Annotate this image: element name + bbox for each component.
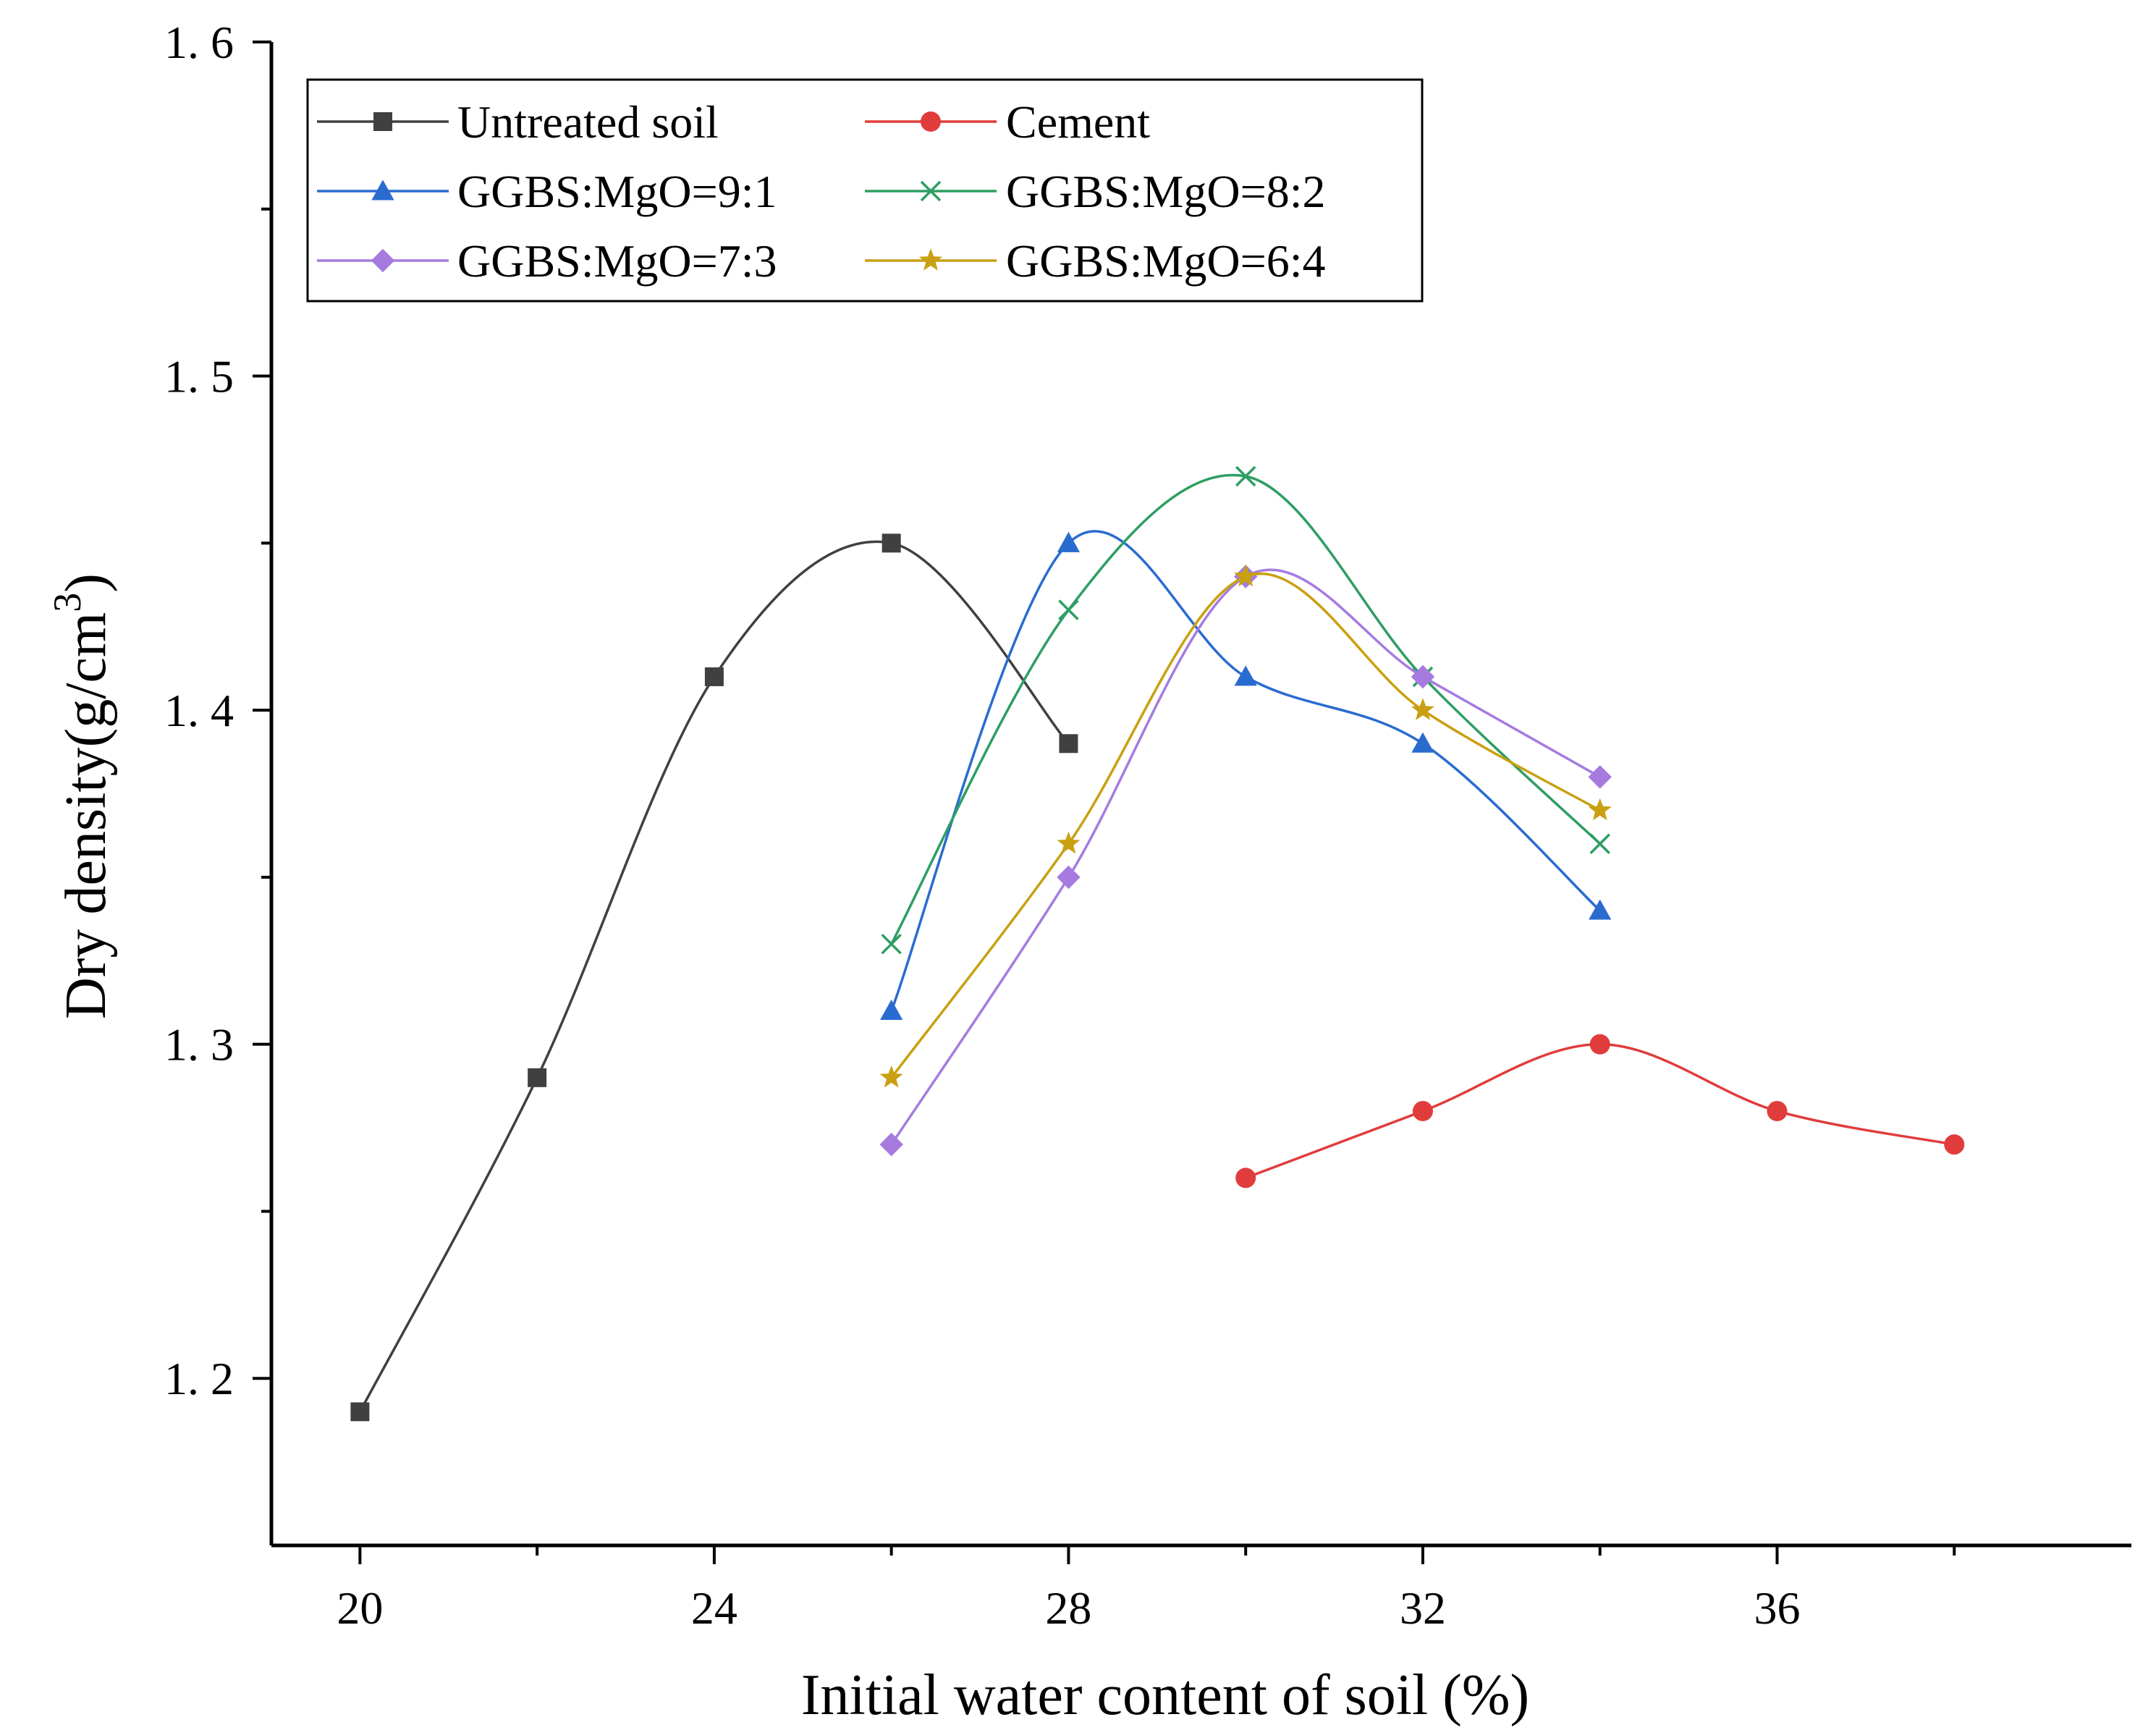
x-tick-label: 36 xyxy=(1754,1582,1800,1634)
data-point xyxy=(1235,1168,1256,1189)
data-point xyxy=(350,1402,370,1422)
legend-marker xyxy=(373,112,392,131)
legend-marker xyxy=(920,180,942,202)
series-line xyxy=(890,568,1601,1146)
y-axis-label: Dry density(g/cm3) xyxy=(46,573,118,1019)
legend-marker xyxy=(371,180,394,201)
y-axis-label-close: ) xyxy=(54,573,118,593)
legend-label: GGBS:MgO=9:1 xyxy=(457,166,777,217)
series-line xyxy=(358,540,1070,1413)
x-axis-label: Initial water content of soil (%) xyxy=(801,1663,1529,1727)
series-ggbs-mgo-8-2 xyxy=(881,465,1610,955)
y-tick-label: 1. 4 xyxy=(164,685,234,736)
data-point xyxy=(1059,734,1078,754)
series-line xyxy=(890,473,1601,945)
data-point xyxy=(879,1065,903,1088)
series-line xyxy=(1245,1042,1955,1179)
data-point xyxy=(1944,1134,1965,1155)
data-point xyxy=(1057,831,1081,854)
y-tick-label: 1. 2 xyxy=(164,1353,234,1404)
series-untreated-soil xyxy=(350,533,1078,1422)
data-point xyxy=(528,1068,547,1087)
legend-marker xyxy=(918,248,943,271)
data-point xyxy=(1057,531,1081,552)
y-axis-label-main: Dry density(g/cm xyxy=(54,612,118,1019)
series-ggbs-mgo-9-1 xyxy=(880,530,1612,1020)
series-line xyxy=(890,530,1601,1012)
x-tick-label: 32 xyxy=(1400,1582,1446,1634)
legend-item: GGBS:MgO=8:2 xyxy=(865,166,1326,217)
series-ggbs-mgo-7-3 xyxy=(879,565,1612,1157)
data-point xyxy=(1411,732,1434,753)
data-point xyxy=(1058,599,1079,620)
data-point xyxy=(882,533,901,553)
legend-label: GGBS:MgO=6:4 xyxy=(1006,235,1326,287)
legend-item: GGBS:MgO=7:3 xyxy=(317,235,777,287)
data-point xyxy=(880,999,903,1020)
legend-item: GGBS:MgO=9:1 xyxy=(317,166,777,217)
data-point xyxy=(881,933,902,955)
legend: Untreated soil Cement GGBS:MgO=9:1 GGBS:MgO… xyxy=(306,78,1424,303)
data-point xyxy=(1057,865,1081,890)
data-point xyxy=(1411,698,1434,720)
y-axis-label-superscript: 3 xyxy=(46,593,89,612)
data-point xyxy=(1588,798,1612,821)
data-point xyxy=(704,667,724,686)
legend-item: Cement xyxy=(865,96,1150,148)
data-point xyxy=(1589,1034,1610,1055)
x-tick-label: 20 xyxy=(337,1582,383,1634)
y-tick-label: 1. 6 xyxy=(164,17,234,68)
data-point xyxy=(1588,765,1612,789)
legend-label: Cement xyxy=(1006,96,1150,148)
y-tick-label: 1. 5 xyxy=(164,351,234,402)
data-point xyxy=(1234,564,1258,587)
series-cement xyxy=(1235,1034,1965,1189)
data-point xyxy=(1767,1100,1788,1121)
legend-marker xyxy=(921,111,941,132)
legend-label: GGBS:MgO=8:2 xyxy=(1006,166,1326,217)
series-layer xyxy=(350,465,1965,1422)
series-line xyxy=(890,572,1601,1079)
data-point xyxy=(1411,664,1435,689)
legend-marker xyxy=(371,248,395,273)
x-tick-label: 28 xyxy=(1045,1582,1091,1634)
data-point xyxy=(1412,1100,1433,1121)
data-point xyxy=(1235,465,1256,487)
y-tick-label: 1. 3 xyxy=(164,1019,234,1071)
legend-item: Untreated soil xyxy=(317,96,719,148)
data-point xyxy=(1589,833,1610,854)
data-point xyxy=(1234,665,1257,686)
legend-label: GGBS:MgO=7:3 xyxy=(457,235,777,287)
legend-item: GGBS:MgO=6:4 xyxy=(865,235,1326,287)
data-point xyxy=(1589,899,1612,920)
x-tick-label: 24 xyxy=(691,1582,737,1634)
legend-label: Untreated soil xyxy=(457,96,719,148)
axes: 20 24 28 32 36 1. 2 1. 3 1. 4 1. 5 1. 6 xyxy=(164,17,2131,1634)
data-point xyxy=(879,1132,903,1157)
series-ggbs-mgo-6-4 xyxy=(879,564,1612,1088)
